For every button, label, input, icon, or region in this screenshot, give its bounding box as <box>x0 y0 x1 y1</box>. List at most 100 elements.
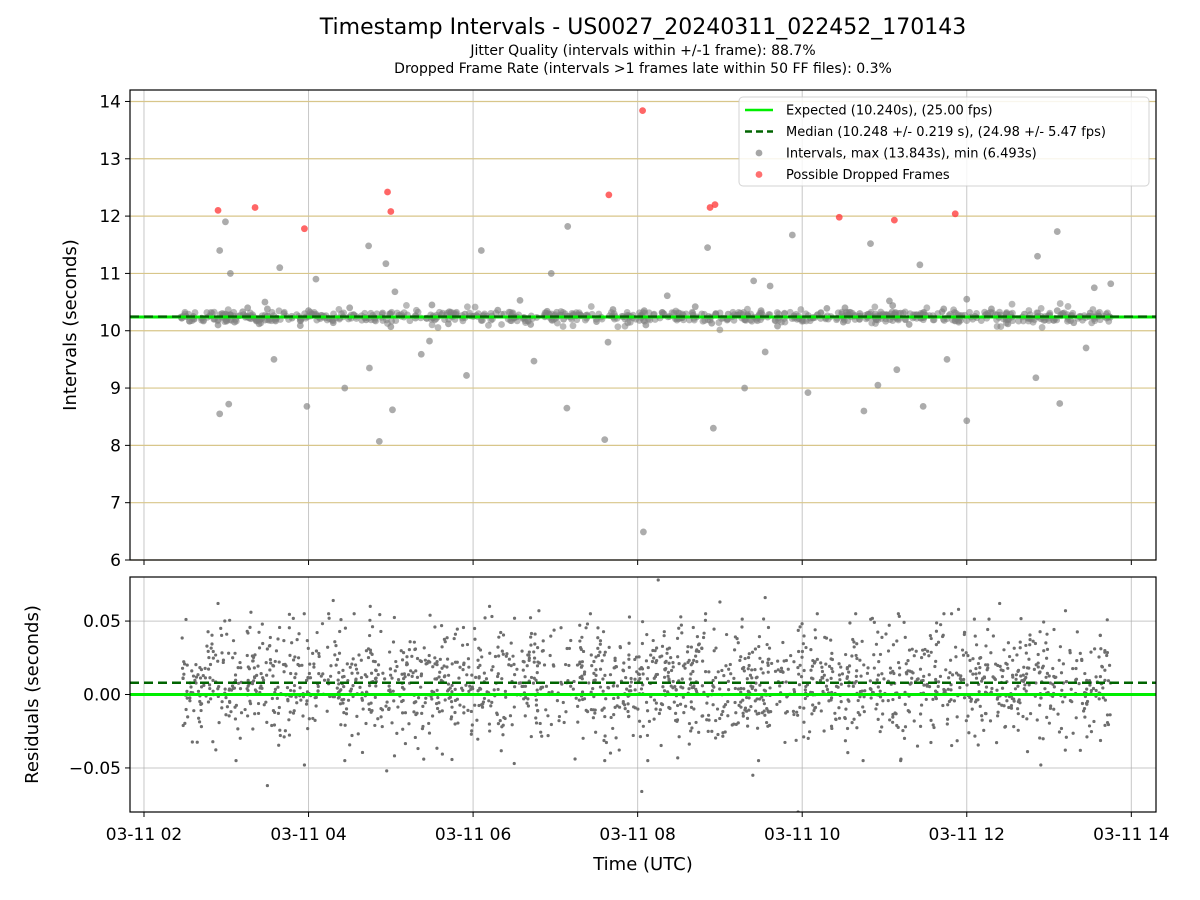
residual-point <box>476 689 480 693</box>
residual-point <box>385 700 389 704</box>
residual-point <box>745 677 749 681</box>
interval-point <box>839 318 847 326</box>
residual-point <box>701 659 705 663</box>
residual-point <box>453 632 458 636</box>
residual-point <box>367 702 371 706</box>
residual-point <box>760 695 764 699</box>
y-tick-label: 0.00 <box>83 686 121 706</box>
residual-point <box>601 677 605 681</box>
residual-point <box>446 682 451 686</box>
residual-point <box>613 656 617 660</box>
residual-point <box>675 703 680 708</box>
residual-point <box>942 687 946 692</box>
residual-point <box>1075 630 1079 634</box>
residual-point <box>896 612 900 616</box>
residual-point <box>188 696 192 700</box>
residual-point <box>637 719 642 723</box>
residual-point <box>407 722 411 726</box>
interval-point <box>1056 300 1064 307</box>
interval-point <box>1069 309 1077 317</box>
residual-point <box>387 707 391 712</box>
residual-point <box>381 671 385 675</box>
residual-point <box>326 678 330 682</box>
residual-point <box>490 700 494 704</box>
residual-point <box>233 651 237 655</box>
residual-point <box>655 646 659 650</box>
residual-point <box>541 639 545 643</box>
residual-point <box>198 676 203 680</box>
residual-point <box>283 729 287 733</box>
residual-point <box>329 664 333 668</box>
residual-point <box>603 714 607 719</box>
residual-point <box>604 740 609 745</box>
residual-point <box>316 689 320 693</box>
residual-point <box>274 649 279 653</box>
residual-point <box>663 660 667 665</box>
residual-point <box>239 680 243 684</box>
residual-point <box>534 678 538 682</box>
residual-point <box>721 709 725 714</box>
residual-point <box>638 676 642 681</box>
residual-point <box>968 669 973 673</box>
residual-point <box>278 728 282 732</box>
residual-point <box>653 649 657 653</box>
residual-point <box>596 626 600 630</box>
residual-point <box>666 674 670 678</box>
residual-point <box>671 661 675 665</box>
residual-point <box>183 721 187 726</box>
residual-point <box>749 704 753 709</box>
interval-point <box>950 306 958 314</box>
residual-point <box>224 695 228 700</box>
residual-point <box>246 678 250 682</box>
residual-point <box>292 683 297 688</box>
residual-point <box>825 678 829 682</box>
interval-point <box>704 244 711 252</box>
residual-point <box>456 721 460 725</box>
residual-point <box>927 654 931 658</box>
dropped-frame-point <box>711 201 719 209</box>
residual-point <box>462 661 466 665</box>
residual-point <box>869 687 873 691</box>
residual-point <box>962 696 967 700</box>
residual-point <box>194 681 198 685</box>
residual-point <box>638 735 643 739</box>
residual-point <box>504 695 508 699</box>
residual-point <box>1038 736 1042 740</box>
residual-point <box>317 651 321 656</box>
residual-point <box>440 752 444 756</box>
residual-point <box>199 708 203 713</box>
residual-point <box>687 721 692 726</box>
interval-point <box>601 436 609 444</box>
residual-point <box>248 625 252 629</box>
residual-point <box>681 664 686 668</box>
residual-point <box>355 714 359 718</box>
residual-point <box>317 654 321 659</box>
residual-point <box>450 705 454 709</box>
residual-point <box>502 715 506 720</box>
dropped-frame-point <box>951 210 959 218</box>
residual-point <box>337 651 342 655</box>
residual-point <box>341 701 345 705</box>
residual-point <box>272 723 277 727</box>
residual-point <box>557 714 562 719</box>
residual-point <box>1009 706 1014 710</box>
interval-point <box>216 247 224 254</box>
residual-point <box>1028 643 1032 647</box>
residual-point <box>565 646 569 651</box>
residual-point <box>736 687 741 691</box>
interval-point <box>445 308 453 316</box>
residual-point <box>1034 663 1038 667</box>
residual-point <box>251 655 256 660</box>
residual-point <box>535 671 539 675</box>
residual-point <box>935 621 939 625</box>
residual-point <box>596 653 601 658</box>
residual-point <box>654 672 658 677</box>
interval-point <box>1104 309 1111 317</box>
residual-point <box>466 657 471 661</box>
residual-point <box>288 653 292 657</box>
residual-point <box>576 704 580 708</box>
interval-point <box>477 247 485 254</box>
interval-point <box>867 308 875 316</box>
residual-point <box>754 681 758 685</box>
residual-point <box>1085 735 1089 739</box>
